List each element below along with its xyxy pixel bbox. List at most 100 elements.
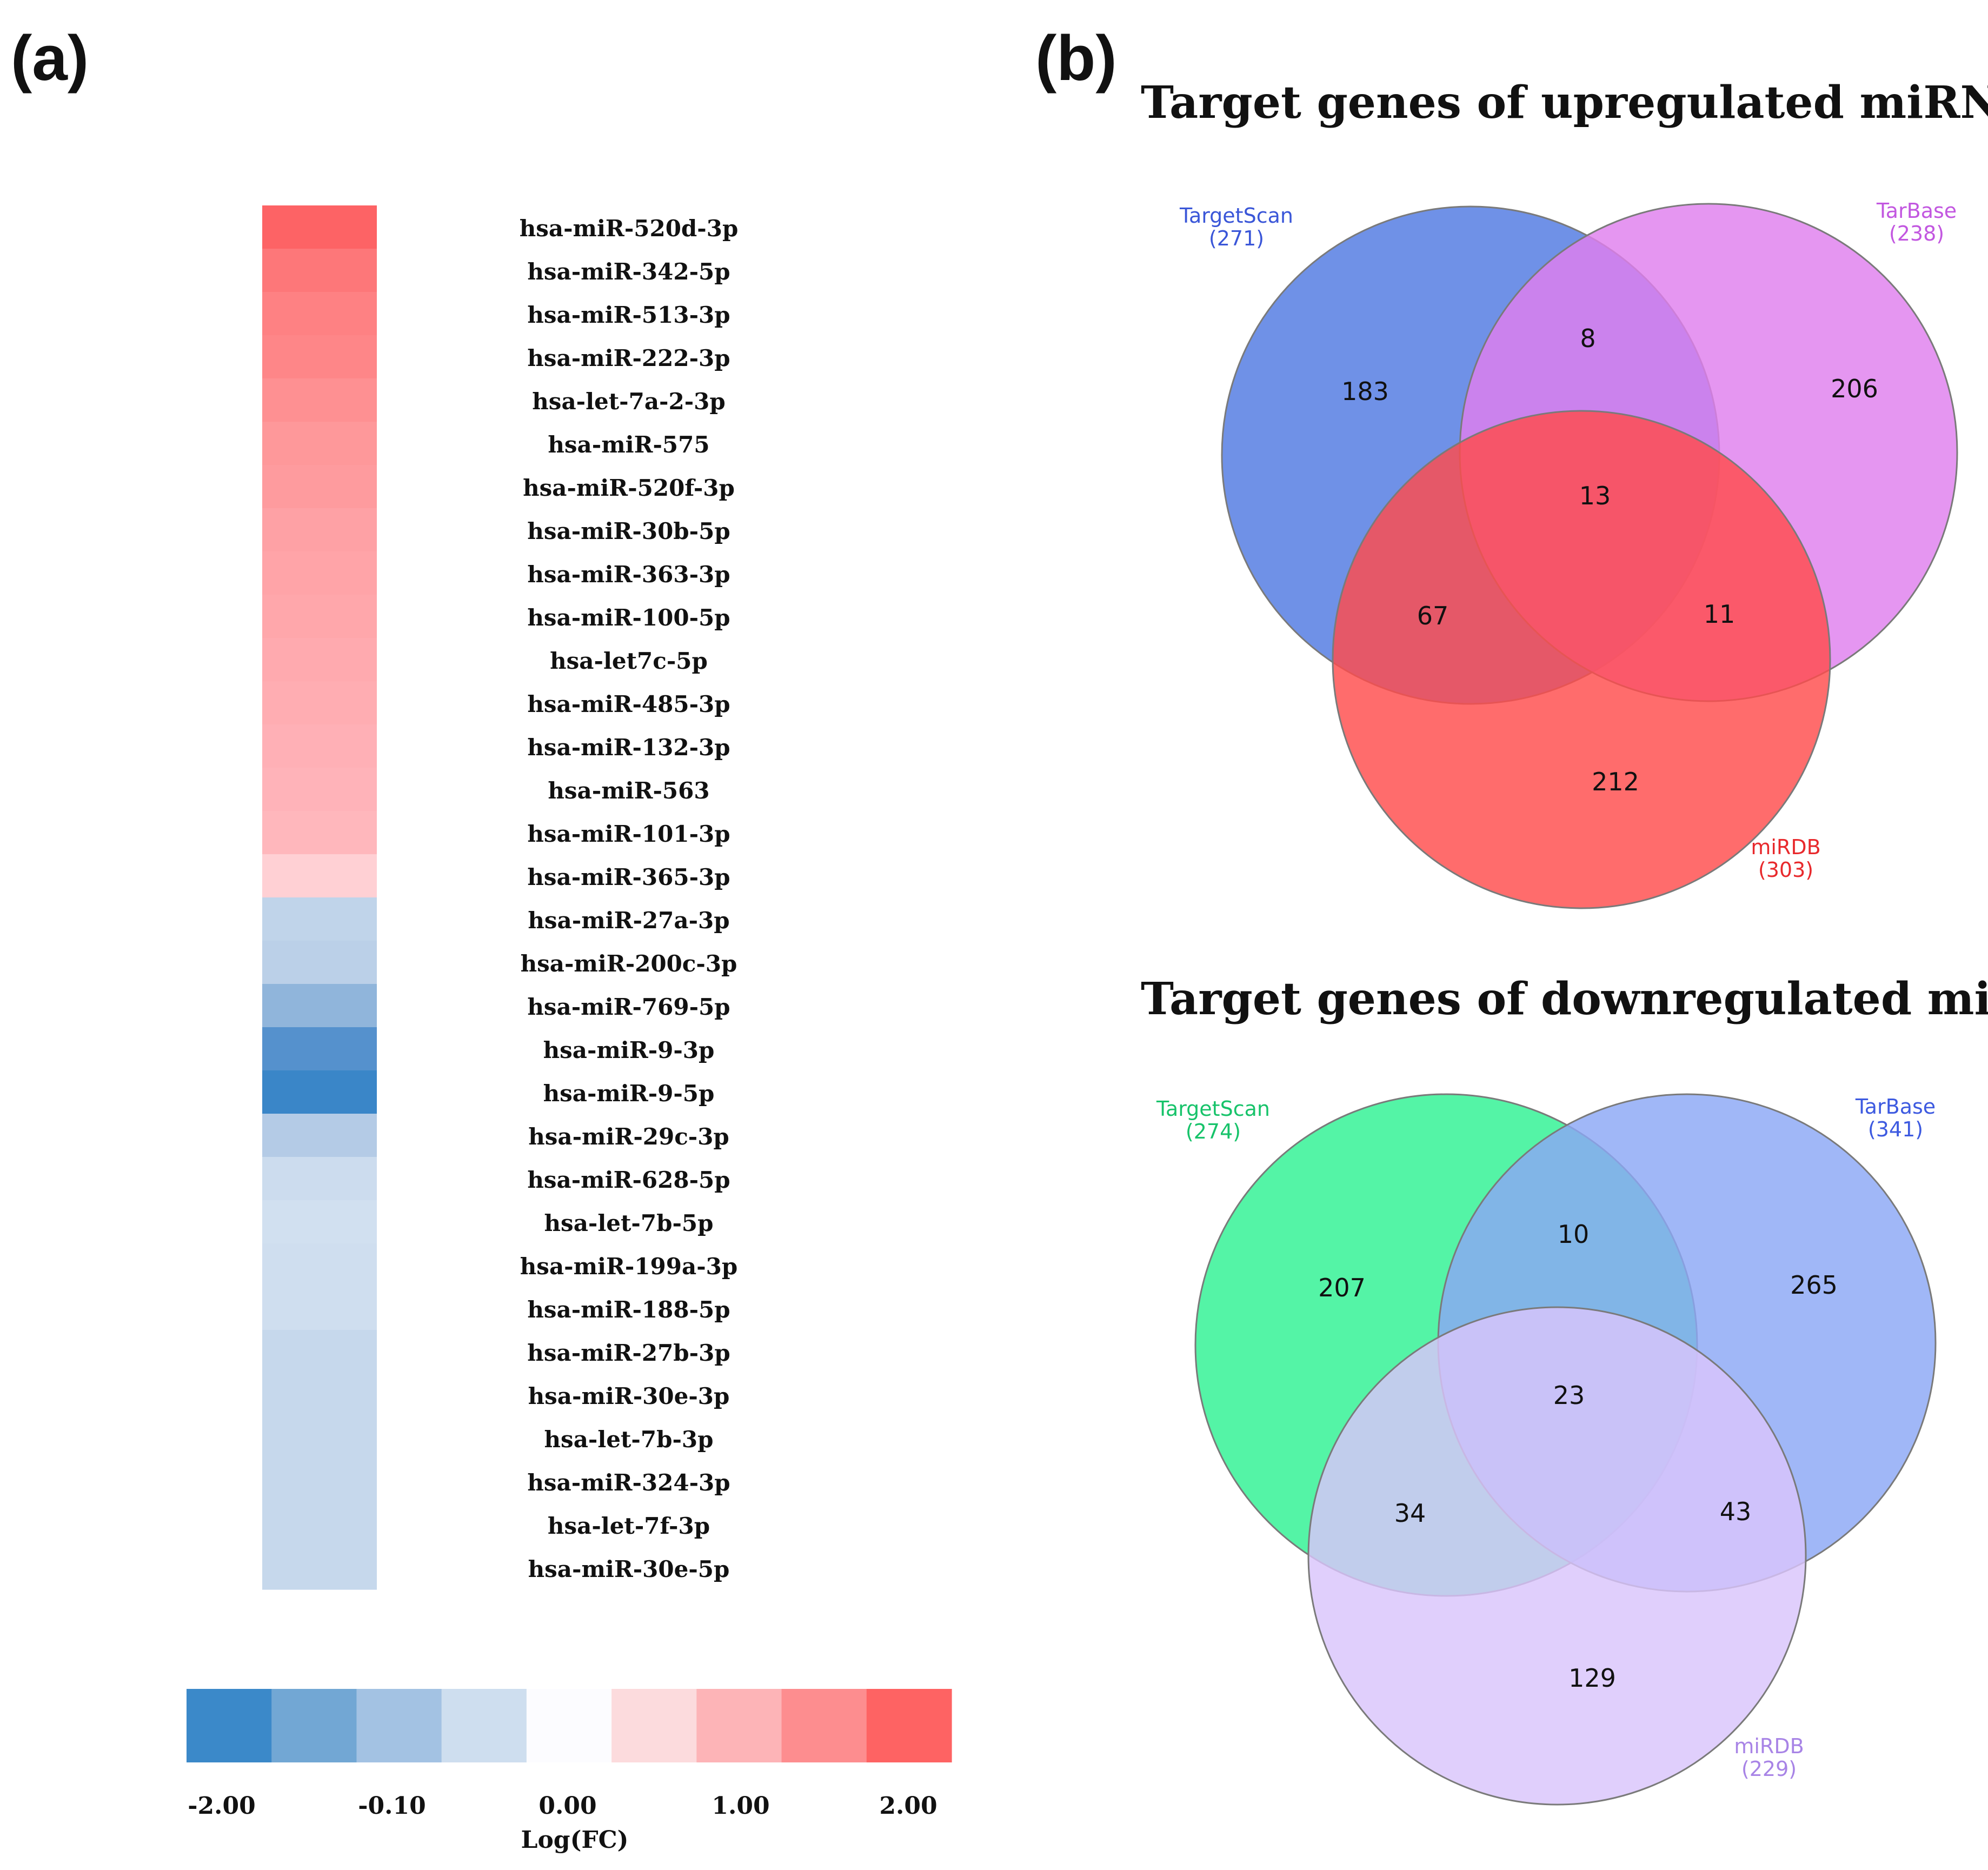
venn-region-count: 13 [1579, 481, 1611, 510]
heatmap-row-label: hsa-miR-563 [548, 777, 709, 804]
heatmap-cell [262, 724, 377, 768]
heatmap-cell [262, 1416, 377, 1460]
venn-region-count: 265 [1790, 1270, 1838, 1300]
venn-region-count: 207 [1318, 1273, 1366, 1302]
heatmap-row-label: hsa-miR-29c-3p [528, 1123, 729, 1150]
heatmap-row-label: hsa-miR-513-3p [527, 302, 730, 328]
colorbar-segment [441, 1689, 527, 1762]
heatmap-cell [262, 378, 377, 422]
heatmap-cell [262, 984, 377, 1028]
venn-circle-mirdb [1307, 1306, 1807, 1806]
colorbar-segment [611, 1689, 697, 1762]
colorbar-tick-label: 2.00 [879, 1792, 937, 1820]
heatmap-cell [262, 1243, 377, 1287]
heatmap-cell [262, 508, 377, 552]
heatmap-cell [262, 941, 377, 984]
heatmap-row-label: hsa-miR-363-3p [527, 561, 730, 588]
heatmap-cell [262, 1460, 377, 1503]
heatmap-row-label: hsa-miR-324-3p [527, 1469, 730, 1496]
venn-set-name: miRDB [1751, 835, 1820, 859]
heatmap-row-label: hsa-miR-132-3p [527, 734, 730, 761]
heatmap-row-label: hsa-miR-200c-3p [521, 950, 737, 977]
heatmap-row-label: hsa-let7c-5p [550, 648, 708, 674]
heatmap-row-label: hsa-miR-485-3p [527, 691, 730, 717]
heatmap-row-label: hsa-miR-9-5p [543, 1080, 715, 1107]
heatmap-cell [262, 595, 377, 638]
heatmap-row-label: hsa-let-7b-5p [544, 1210, 714, 1236]
colorbar-segment [696, 1689, 782, 1762]
venn-set-size: (229) [1741, 1757, 1797, 1781]
heatmap-cell [262, 1373, 377, 1417]
heatmap-row-label: hsa-let-7a-2-3p [532, 388, 725, 415]
colorbar-segment [187, 1689, 272, 1762]
heatmap-cell [262, 897, 377, 941]
venn-set-name: TarBase [1855, 1095, 1936, 1119]
venn-set-name: TargetScan [1179, 204, 1293, 228]
heatmap-row-label: hsa-let-7f-3p [548, 1513, 710, 1539]
heatmap-cell [262, 811, 377, 855]
venn-region-count: 11 [1704, 600, 1736, 629]
venn-set-name: TargetScan [1156, 1097, 1270, 1121]
heatmap-cell [262, 681, 377, 725]
heatmap-row-label: hsa-miR-100-5p [527, 604, 730, 631]
colorbar-tick-label: 0.00 [538, 1792, 596, 1820]
venn-circle-mirdb [1332, 410, 1831, 909]
heatmap-row-label: hsa-miR-101-3p [527, 821, 730, 847]
colorbar-axis-label: Log(FC) [521, 1826, 629, 1854]
venn-region-count: 34 [1394, 1499, 1426, 1528]
venn-title: Target genes of upregulated miRNAs [1141, 77, 1988, 129]
heatmap-cell [262, 1114, 377, 1157]
venn-title: Target genes of downregulated miRNAs [1141, 973, 1988, 1025]
heatmap-row-label: hsa-miR-628-5p [527, 1167, 730, 1193]
heatmap-cell [262, 205, 377, 249]
heatmap-cell [262, 1330, 377, 1374]
heatmap-row-label: hsa-miR-30b-5p [527, 518, 730, 544]
heatmap-cell [262, 1027, 377, 1071]
heatmap-row-label: hsa-miR-30e-5p [528, 1556, 730, 1582]
venn-set-size: (274) [1186, 1120, 1241, 1143]
venn-region-count: 183 [1341, 377, 1389, 406]
heatmap-cell [262, 465, 377, 509]
venn-region-count: 129 [1568, 1663, 1616, 1693]
heatmap-row-label: hsa-miR-222-3p [527, 345, 730, 371]
heatmap-row-label: hsa-miR-188-5p [527, 1296, 730, 1323]
heatmap-cell [262, 1503, 377, 1547]
heatmap-cell [262, 292, 377, 336]
venn-region-count: 43 [1720, 1497, 1752, 1526]
heatmap-cell [262, 1546, 377, 1590]
heatmap-row-label: hsa-miR-199a-3p [520, 1253, 737, 1280]
venn-region-count: 8 [1580, 324, 1595, 353]
panel-label-b: (b) [1035, 23, 1117, 94]
heatmap-row-label: hsa-let-7b-3p [544, 1426, 714, 1453]
heatmap-cell [262, 1287, 377, 1330]
heatmap-row-label: hsa-miR-520d-3p [520, 215, 739, 242]
venn-region-count: 10 [1558, 1220, 1590, 1249]
colorbar-segment [356, 1689, 442, 1762]
heatmap-cell [262, 422, 377, 465]
panel-label-a: (a) [11, 23, 89, 94]
venn-downregulated: Target genes of downregulated miRNAs Targ… [1141, 973, 1988, 1806]
colorbar-tick-label: -0.10 [358, 1792, 425, 1820]
venn-set-size: (303) [1758, 858, 1813, 882]
venn-region-count: 206 [1831, 374, 1878, 403]
venn-set-size: (341) [1868, 1117, 1923, 1141]
heatmap-cell [262, 551, 377, 595]
heatmap-cell [262, 638, 377, 682]
venn-set-name: miRDB [1734, 1734, 1804, 1758]
colorbar-segment [526, 1689, 612, 1762]
venn-set-size: (238) [1889, 222, 1944, 245]
heatmap-cell [262, 768, 377, 811]
heatmap-row-label: hsa-miR-342-5p [527, 258, 730, 285]
venn-set-size: (271) [1209, 227, 1264, 250]
venn-set-name: TarBase [1876, 199, 1957, 223]
colorbar-tick-label: -2.00 [188, 1792, 255, 1820]
heatmap-row-label: hsa-miR-520f-3p [523, 475, 735, 501]
heatmap: hsa-miR-520d-3p hsa-miR-342-5p hsa-miR-513… [262, 205, 738, 1590]
heatmap-row-label: hsa-miR-27a-3p [528, 907, 729, 934]
heatmap-cell [262, 1070, 377, 1114]
heatmap-row-label: hsa-miR-9-3p [543, 1037, 715, 1063]
heatmap-row-label: hsa-miR-30e-3p [528, 1383, 730, 1409]
heatmap-row-label: hsa-miR-575 [548, 431, 709, 458]
venn-region-count: 23 [1553, 1381, 1585, 1410]
venn-upregulated: Target genes of upregulated miRNAs Target… [1141, 77, 1988, 909]
